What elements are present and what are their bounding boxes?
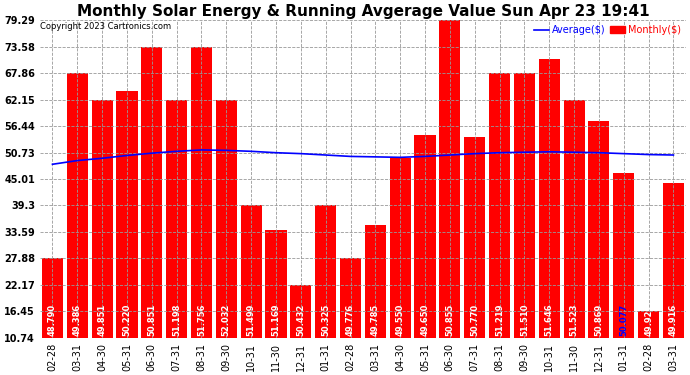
- Bar: [117, 91, 137, 338]
- Text: 49.851: 49.851: [97, 304, 107, 336]
- Text: 49.386: 49.386: [72, 304, 82, 336]
- Bar: [92, 100, 112, 338]
- Bar: [67, 73, 88, 338]
- Bar: [166, 100, 187, 338]
- Bar: [613, 173, 634, 338]
- Bar: [315, 206, 336, 338]
- Bar: [290, 285, 311, 338]
- Text: 51.219: 51.219: [495, 304, 504, 336]
- Title: Monthly Solar Energy & Running Avgerage Value Sun Apr 23 19:41: Monthly Solar Energy & Running Avgerage …: [77, 4, 649, 19]
- Text: 50.851: 50.851: [147, 304, 157, 336]
- Text: 51.756: 51.756: [197, 304, 206, 336]
- Legend: Average($), Monthly($): Average($), Monthly($): [535, 25, 681, 35]
- Bar: [589, 122, 609, 338]
- Text: 50.220: 50.220: [122, 304, 132, 336]
- Bar: [663, 183, 684, 338]
- Text: 49.550: 49.550: [395, 304, 405, 336]
- Bar: [216, 100, 237, 338]
- Bar: [564, 100, 584, 338]
- Text: 51.646: 51.646: [544, 304, 553, 336]
- Bar: [514, 73, 535, 338]
- Text: 50.077: 50.077: [619, 304, 628, 336]
- Bar: [440, 20, 460, 338]
- Text: 49.776: 49.776: [346, 304, 355, 336]
- Text: 51.198: 51.198: [172, 304, 181, 336]
- Bar: [539, 59, 560, 338]
- Bar: [489, 73, 510, 338]
- Bar: [191, 47, 212, 338]
- Bar: [241, 206, 262, 338]
- Text: 48.790: 48.790: [48, 304, 57, 336]
- Text: 51.169: 51.169: [271, 304, 281, 336]
- Text: Copyright 2023 Cartronics.com: Copyright 2023 Cartronics.com: [40, 22, 171, 31]
- Text: 49.927: 49.927: [644, 304, 653, 336]
- Text: 50.855: 50.855: [445, 304, 455, 336]
- Text: 50.770: 50.770: [470, 304, 479, 336]
- Text: 51.510: 51.510: [520, 304, 529, 336]
- Text: 50.869: 50.869: [594, 304, 603, 336]
- Bar: [638, 311, 659, 338]
- Bar: [42, 258, 63, 338]
- Text: 51.523: 51.523: [569, 304, 578, 336]
- Text: 49.916: 49.916: [669, 304, 678, 336]
- Text: 49.785: 49.785: [371, 304, 380, 336]
- Text: 50.432: 50.432: [296, 304, 306, 336]
- Bar: [266, 230, 286, 338]
- Text: 51.499: 51.499: [246, 304, 256, 336]
- Bar: [365, 225, 386, 338]
- Bar: [415, 135, 435, 338]
- Bar: [340, 258, 361, 338]
- Text: 49.650: 49.650: [420, 304, 430, 336]
- Bar: [464, 137, 485, 338]
- Bar: [390, 158, 411, 338]
- Bar: [141, 47, 162, 338]
- Text: 52.032: 52.032: [221, 304, 231, 336]
- Text: 50.325: 50.325: [321, 304, 331, 336]
